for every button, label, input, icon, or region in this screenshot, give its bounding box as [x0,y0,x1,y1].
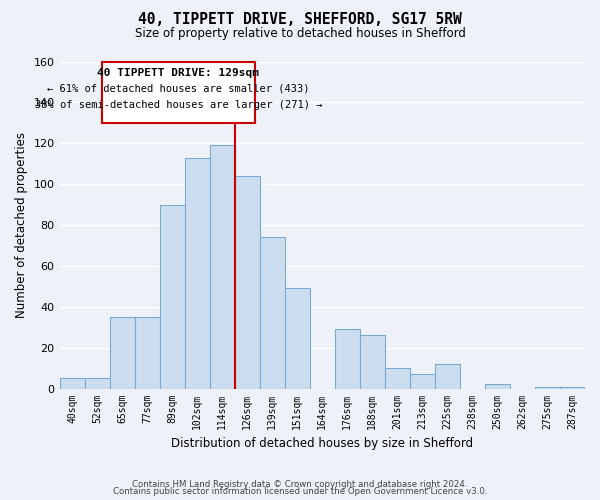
X-axis label: Distribution of detached houses by size in Shefford: Distribution of detached houses by size … [171,437,473,450]
Bar [410,374,435,388]
Bar [235,176,260,388]
Bar [335,330,360,388]
Bar [59,378,85,388]
Bar [285,288,310,388]
Bar [485,384,510,388]
Y-axis label: Number of detached properties: Number of detached properties [15,132,28,318]
Bar [134,317,160,388]
Bar [260,238,285,388]
Bar [160,204,185,388]
Bar [435,364,460,388]
FancyBboxPatch shape [102,62,255,123]
Text: 40 TIPPETT DRIVE: 129sqm: 40 TIPPETT DRIVE: 129sqm [97,68,259,78]
Text: 40, TIPPETT DRIVE, SHEFFORD, SG17 5RW: 40, TIPPETT DRIVE, SHEFFORD, SG17 5RW [138,12,462,28]
Bar [185,158,209,388]
Text: Contains public sector information licensed under the Open Government Licence v3: Contains public sector information licen… [113,487,487,496]
Text: Size of property relative to detached houses in Shefford: Size of property relative to detached ho… [134,28,466,40]
Bar [85,378,110,388]
Bar [560,386,585,388]
Text: ← 61% of detached houses are smaller (433): ← 61% of detached houses are smaller (43… [47,84,310,94]
Bar [385,368,410,388]
Bar [535,386,560,388]
Text: Contains HM Land Registry data © Crown copyright and database right 2024.: Contains HM Land Registry data © Crown c… [132,480,468,489]
Bar [110,317,134,388]
Bar [209,146,235,388]
Bar [360,336,385,388]
Text: 38% of semi-detached houses are larger (271) →: 38% of semi-detached houses are larger (… [35,100,322,110]
